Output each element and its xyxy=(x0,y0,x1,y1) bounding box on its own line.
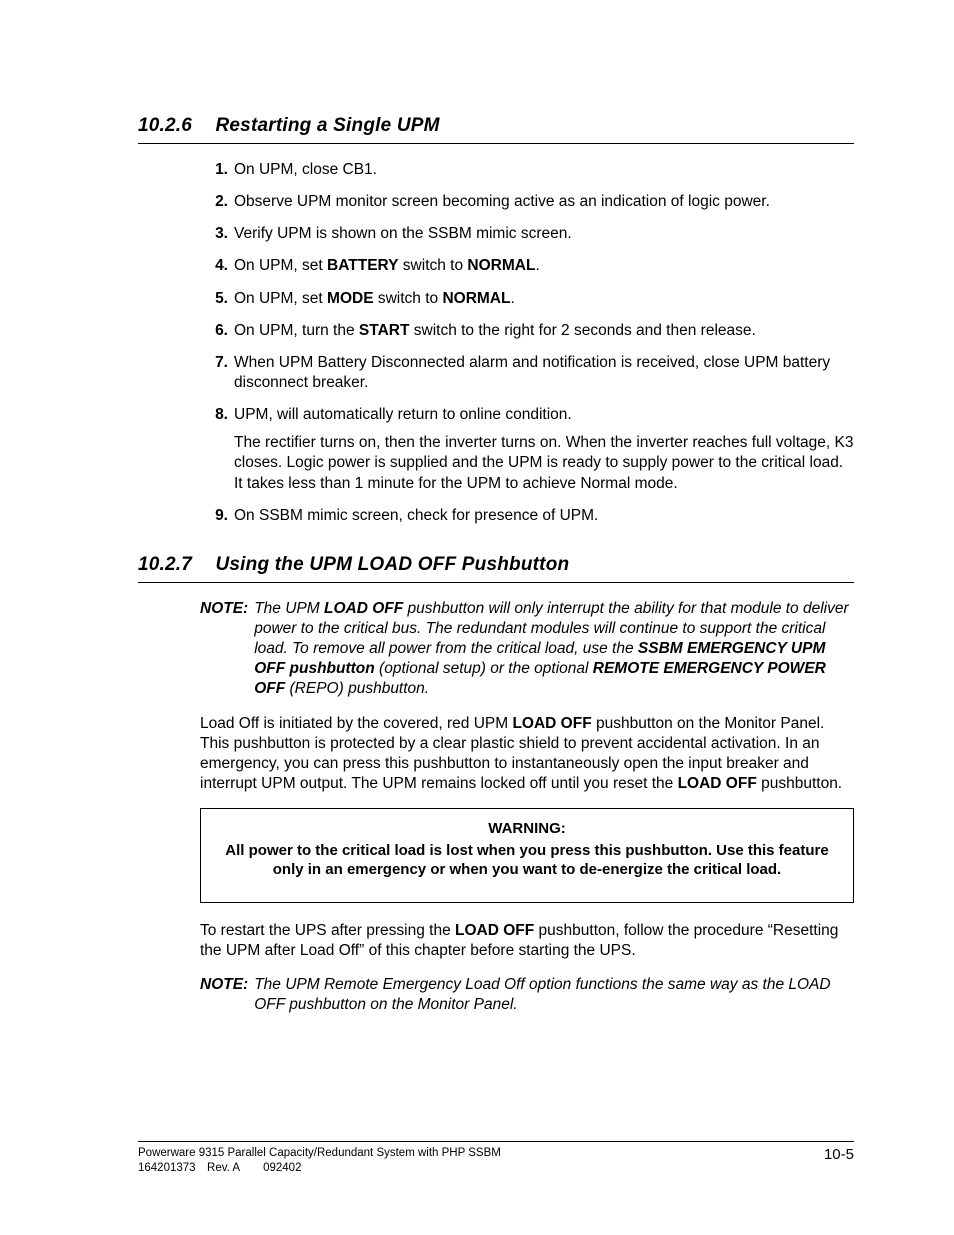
list-number: 8. xyxy=(200,405,234,494)
warning-title: WARNING: xyxy=(219,819,835,839)
list-text: UPM, will automatically return to online… xyxy=(234,405,854,494)
note-1: NOTE: The UPM LOAD OFF pushbutton will o… xyxy=(200,599,854,700)
list-text: On UPM, turn the START switch to the rig… xyxy=(234,321,854,341)
footer-line1: Powerware 9315 Parallel Capacity/Redunda… xyxy=(138,1146,501,1160)
paragraph-2: To restart the UPS after pressing the LO… xyxy=(200,921,854,961)
list-number: 2. xyxy=(200,192,234,212)
list-number: 5. xyxy=(200,289,234,309)
list-text: On SSBM mimic screen, check for presence… xyxy=(234,506,854,526)
note-label: NOTE: xyxy=(200,975,254,1015)
list-item: 5.On UPM, set MODE switch to NORMAL. xyxy=(200,289,854,309)
list-number: 9. xyxy=(200,506,234,526)
page-footer: Powerware 9315 Parallel Capacity/Redunda… xyxy=(138,1141,854,1175)
list-item: 1.On UPM, close CB1. xyxy=(200,160,854,180)
note-label: NOTE: xyxy=(200,599,254,700)
section-title-1: Restarting a Single UPM xyxy=(215,115,439,136)
list-number: 1. xyxy=(200,160,234,180)
section-number-1: 10.2.6 xyxy=(138,115,210,137)
list-item: 2.Observe UPM monitor screen becoming ac… xyxy=(200,192,854,212)
list-number: 3. xyxy=(200,224,234,244)
ordered-list-1: 1.On UPM, close CB1.2.Observe UPM monito… xyxy=(200,160,854,526)
list-item: 3.Verify UPM is shown on the SSBM mimic … xyxy=(200,224,854,244)
list-text: On UPM, set MODE switch to NORMAL. xyxy=(234,289,854,309)
note-text: The UPM Remote Emergency Load Off option… xyxy=(254,975,854,1015)
list-subtext: The rectifier turns on, then the inverte… xyxy=(234,433,854,493)
section-header-1: 10.2.6 Restarting a Single UPM xyxy=(138,115,854,144)
list-text: On UPM, close CB1. xyxy=(234,160,854,180)
page: 10.2.6 Restarting a Single UPM 1.On UPM,… xyxy=(0,0,954,1235)
list-item: 4.On UPM, set BATTERY switch to NORMAL. xyxy=(200,256,854,276)
list-text: When UPM Battery Disconnected alarm and … xyxy=(234,353,854,393)
list-item: 9.On SSBM mimic screen, check for presen… xyxy=(200,506,854,526)
list-number: 4. xyxy=(200,256,234,276)
footer-left: Powerware 9315 Parallel Capacity/Redunda… xyxy=(138,1146,501,1175)
section-header-2: 10.2.7 Using the UPM LOAD OFF Pushbutton xyxy=(138,554,854,583)
list-text: Verify UPM is shown on the SSBM mimic sc… xyxy=(234,224,854,244)
list-item: 6.On UPM, turn the START switch to the r… xyxy=(200,321,854,341)
warning-box: WARNING: All power to the critical load … xyxy=(200,808,854,903)
note-2: NOTE: The UPM Remote Emergency Load Off … xyxy=(200,975,854,1015)
list-item: 8.UPM, will automatically return to onli… xyxy=(200,405,854,494)
list-text: Observe UPM monitor screen becoming acti… xyxy=(234,192,854,212)
paragraph-1: Load Off is initiated by the covered, re… xyxy=(200,714,854,795)
list-text: On UPM, set BATTERY switch to NORMAL. xyxy=(234,256,854,276)
section-title-2: Using the UPM LOAD OFF Pushbutton xyxy=(215,554,569,575)
warning-text: All power to the critical load is lost w… xyxy=(219,841,835,880)
page-number: 10-5 xyxy=(824,1146,854,1163)
section-number-2: 10.2.7 xyxy=(138,554,210,576)
note-text: The UPM LOAD OFF pushbutton will only in… xyxy=(254,599,854,700)
list-item: 7.When UPM Battery Disconnected alarm an… xyxy=(200,353,854,393)
footer-line2: 164201373 Rev. A 092402 xyxy=(138,1161,501,1175)
list-number: 6. xyxy=(200,321,234,341)
list-number: 7. xyxy=(200,353,234,393)
